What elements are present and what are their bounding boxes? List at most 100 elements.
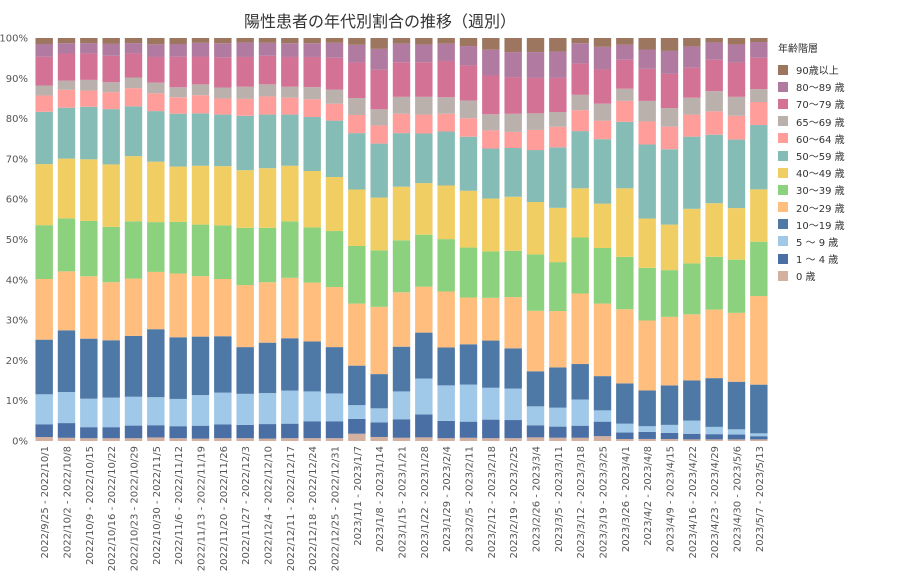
bar-segment-5-22: [526, 254, 545, 311]
bar-segment-1-32: [750, 436, 768, 440]
bar-segment-5-19: [459, 247, 478, 298]
bar-segment-4-30: [705, 309, 723, 379]
bar-segment-2-10: [258, 393, 277, 425]
y-tick-label: 100%: [0, 34, 28, 45]
bar-segment-9-30: [705, 91, 723, 112]
bar-segment-2-25: [593, 410, 612, 422]
bar-segment-4-20: [482, 297, 500, 341]
bar-segment-3-9: [236, 347, 254, 394]
legend-item: 20～29 歳: [778, 199, 898, 216]
bar-segment-2-28: [660, 424, 679, 433]
bar-segment-10-9: [236, 56, 254, 87]
bar-segment-5-12: [303, 227, 321, 283]
bar-segment-8-21: [504, 131, 522, 149]
bar-segment-2-0: [35, 394, 53, 425]
bar-segment-11-13: [325, 42, 344, 58]
bar-segment-6-23: [549, 207, 567, 263]
bar-segment-8-5: [147, 93, 165, 112]
bar-segment-1-6: [169, 426, 187, 439]
bar-segment-3-0: [35, 339, 53, 395]
bar-segment-7-1: [57, 107, 76, 159]
bar-segment-0-23: [549, 437, 567, 441]
bar-segment-11-29: [683, 46, 701, 68]
bar-segment-9-14: [348, 98, 366, 115]
bar-segment-3-17: [415, 332, 433, 379]
bar-segment-6-28: [660, 224, 679, 271]
bar-segment-0-26: [616, 438, 634, 441]
bar-segment-2-2: [80, 398, 98, 428]
bar-segment-8-28: [660, 126, 679, 150]
bar-segment-9-19: [459, 100, 478, 119]
bar-segment-6-12: [303, 170, 321, 228]
x-tick-label: 2022/12/18 - 2022/12/24: [308, 446, 319, 571]
bar-segment-9-27: [638, 100, 656, 122]
bar-segment-2-32: [750, 433, 768, 437]
bar-segment-5-4: [124, 221, 143, 279]
bar-segment-4-0: [35, 279, 53, 340]
bar-segment-7-0: [35, 111, 53, 165]
bar-segment-2-12: [303, 391, 321, 422]
x-tick-label: 2023/1/22 - 2023/1/28: [420, 446, 431, 559]
bar-segment-4-12: [303, 282, 321, 342]
bar-segment-0-29: [683, 439, 701, 441]
bar-segment-11-14: [348, 44, 366, 63]
bar-segment-2-11: [281, 390, 299, 424]
bar-segment-4-23: [549, 311, 567, 368]
bar-segment-8-30: [705, 111, 723, 135]
bar-segment-12-5: [147, 38, 165, 45]
bar-segment-4-14: [348, 303, 366, 366]
bar-segment-3-21: [504, 348, 522, 389]
bar-segment-3-28: [660, 385, 679, 425]
legend-label: 20～29 歳: [796, 203, 845, 215]
bar-segment-9-13: [325, 89, 344, 104]
bar-segment-9-23: [549, 112, 567, 127]
bar-segment-6-16: [392, 186, 411, 241]
bar-segment-5-10: [258, 227, 277, 283]
bar-segment-3-8: [214, 336, 232, 393]
bar-segment-3-11: [281, 338, 299, 391]
bar-segment-7-23: [549, 147, 567, 208]
bar-segment-7-3: [102, 109, 120, 165]
bar-segment-0-19: [459, 437, 478, 441]
bar-segment-6-5: [147, 161, 165, 223]
bar-segment-1-4: [124, 425, 143, 439]
bar-segment-9-28: [660, 108, 679, 127]
bar-segment-3-15: [370, 374, 388, 409]
bar-segment-9-29: [683, 97, 701, 115]
y-tick-label: 90%: [6, 74, 28, 85]
bar-segment-1-30: [705, 434, 723, 440]
bar-segment-6-17: [415, 183, 433, 235]
bar-segment-2-8: [214, 392, 232, 425]
bar-segment-0-4: [124, 438, 143, 441]
y-tick-label: 80%: [6, 114, 28, 125]
bar-segment-6-21: [504, 196, 522, 251]
bar-segment-8-3: [102, 92, 120, 110]
bar-segment-9-1: [57, 80, 76, 90]
bar-segment-1-20: [482, 419, 500, 439]
bar-segment-7-4: [124, 106, 143, 157]
bar-segment-4-17: [415, 286, 433, 333]
bar-segment-10-21: [504, 77, 522, 114]
bar-segment-8-17: [415, 114, 433, 134]
bar-segment-2-17: [415, 378, 433, 415]
bar-segment-4-21: [504, 297, 522, 349]
bar-segment-7-29: [683, 136, 701, 209]
x-tick-label: 2023/3/5 - 2023/3/11: [554, 446, 565, 552]
bar-segment-0-9: [236, 438, 254, 441]
y-tick-label: 50%: [6, 235, 28, 246]
bar-segment-4-5: [147, 271, 165, 330]
bar-segment-7-19: [459, 136, 478, 191]
bar-segment-7-32: [750, 124, 768, 190]
bar-segment-11-6: [169, 44, 187, 57]
bar-segment-0-21: [504, 438, 522, 441]
bar-segment-7-14: [348, 133, 366, 190]
legend-label: 80～89 歳: [796, 83, 845, 95]
bar-segment-6-26: [616, 188, 634, 257]
x-tick-label: 2023/1/8 - 2023/1/14: [375, 446, 386, 552]
x-tick-label: 2023/4/23 - 2023/4/29: [710, 446, 721, 559]
bar-segment-6-30: [705, 203, 723, 257]
bar-segment-8-20: [482, 130, 500, 149]
bar-segment-0-13: [325, 438, 344, 441]
bar-segment-10-22: [526, 77, 545, 114]
